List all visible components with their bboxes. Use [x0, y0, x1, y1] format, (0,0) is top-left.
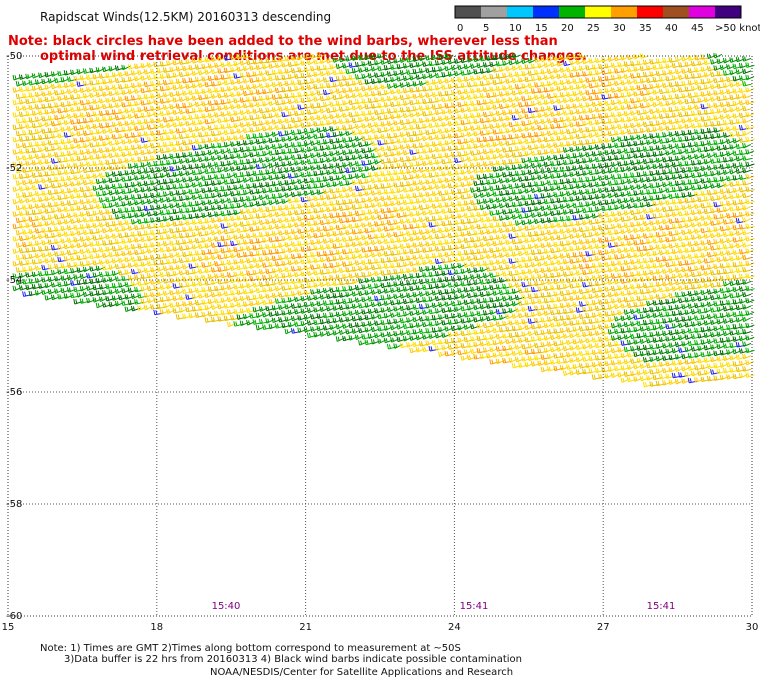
colorbar-tick-label: 15: [535, 23, 548, 34]
wind-barb: [578, 53, 589, 59]
wind-barb: [742, 180, 752, 186]
wind-barb: [742, 167, 752, 174]
colorbar-swatch: [559, 6, 585, 18]
colorbar-swatch: [533, 6, 559, 18]
wind-barb: [745, 74, 755, 81]
wind-barb: [745, 149, 755, 155]
colorbar-tick-label: 5: [483, 23, 489, 34]
wind-speed-colorbar: 0 5 10 15 20 25 30 35 40 45 >50 knots: [454, 5, 760, 34]
colorbar-tick-label: 45: [691, 23, 704, 34]
colorbar-swatch: [481, 6, 507, 18]
colorbar-tick-label: 20: [561, 23, 574, 34]
wind-barb: [742, 217, 751, 223]
wind-barb: [745, 186, 755, 192]
colorbar-swatch: [611, 6, 637, 18]
wind-barb: [745, 124, 755, 130]
colorbar-swatch: [715, 6, 741, 18]
colorbar-swatch: [507, 6, 533, 18]
wind-barb: [742, 142, 752, 149]
wind-barb: [377, 53, 387, 59]
colorbar-swatch: [455, 6, 481, 18]
colorbar-tick-label: 0: [457, 23, 463, 34]
wind-barb: [742, 204, 752, 211]
wind-barb: [745, 223, 755, 230]
wind-barb: [745, 111, 755, 118]
wind-barb: [745, 260, 755, 267]
wind-barb: [745, 173, 755, 180]
red-note-line-1: Note: black circles have been added to t…: [8, 34, 558, 49]
colorbar-tick-label: 30: [613, 23, 626, 34]
colorbar-tick-label: >50 knots: [715, 23, 760, 34]
map-title: Rapidscat Winds(12.5KM) 20160313 descend…: [40, 10, 332, 24]
wind-barb: [745, 248, 755, 254]
wind-barb: [745, 273, 755, 279]
wind-barb: [745, 136, 755, 143]
wind-barb: [713, 52, 723, 59]
colorbar-swatch: [585, 6, 611, 18]
wind-barb: [742, 304, 752, 310]
wind-barb: [745, 285, 755, 292]
wind-barb: [745, 198, 755, 205]
colorbar-swatch: [663, 6, 689, 18]
wind-barbs-layer: [12, 52, 755, 388]
colorbar-swatch: [689, 6, 715, 18]
colorbar-swatch: [637, 6, 663, 18]
wind-barb: [745, 62, 755, 68]
wind-barb: [742, 130, 751, 137]
colorbar-frame: [454, 5, 742, 19]
colorbar-tick-label: 40: [665, 23, 678, 34]
colorbar-tick-label: 10: [509, 23, 522, 34]
wind-barb: [745, 161, 755, 168]
wind-barb: [742, 56, 752, 62]
wind-barb: [742, 118, 752, 124]
wind-barb: [511, 52, 521, 59]
colorbar-tick-label: 35: [639, 23, 652, 34]
wind-barb: [742, 266, 752, 273]
wind-barb: [745, 87, 755, 93]
colorbar-tick-label: 25: [587, 23, 600, 34]
